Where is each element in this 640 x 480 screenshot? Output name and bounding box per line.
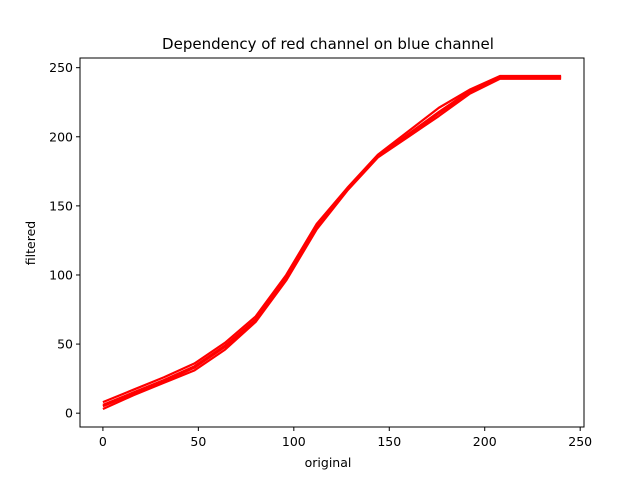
x-tick-label: 0 xyxy=(99,434,107,449)
x-tick-label: 200 xyxy=(473,434,497,449)
x-tick-label: 100 xyxy=(282,434,306,449)
y-axis: 0 50 100 150 200 250 xyxy=(49,60,80,421)
y-tick-label: 150 xyxy=(49,198,73,213)
y-tick-label: 200 xyxy=(49,129,73,144)
y-tick-label: 250 xyxy=(49,60,73,75)
plot-area xyxy=(102,74,562,411)
x-axis: 0 50 100 150 200 250 xyxy=(99,427,592,449)
y-tick-label: 0 xyxy=(65,406,73,421)
series-line-4 xyxy=(102,76,562,408)
x-tick-label: 250 xyxy=(568,434,592,449)
x-tick-label: 50 xyxy=(190,434,206,449)
axes-frame xyxy=(79,57,585,428)
y-axis-label: filtered xyxy=(23,221,38,265)
x-tick-label: 150 xyxy=(377,434,401,449)
series-line-3 xyxy=(102,74,562,404)
chart-title: Dependency of red channel on blue channe… xyxy=(162,35,494,53)
y-tick-label: 50 xyxy=(57,337,73,352)
y-tick-label: 100 xyxy=(49,267,73,282)
x-axis-label: original xyxy=(305,455,352,470)
